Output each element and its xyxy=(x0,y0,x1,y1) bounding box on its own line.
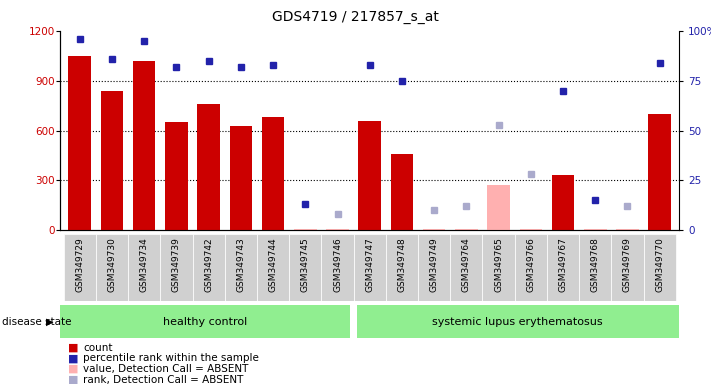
Bar xyxy=(326,229,349,230)
Bar xyxy=(648,114,671,230)
Text: rank, Detection Call = ABSENT: rank, Detection Call = ABSENT xyxy=(83,375,244,384)
Bar xyxy=(230,126,252,230)
Text: GSM349769: GSM349769 xyxy=(623,238,632,293)
Text: ■: ■ xyxy=(68,364,78,374)
Text: disease state: disease state xyxy=(2,316,72,327)
Text: GSM349743: GSM349743 xyxy=(236,238,245,292)
Text: GSM349730: GSM349730 xyxy=(107,238,117,293)
Text: ■: ■ xyxy=(68,353,78,363)
Bar xyxy=(547,234,579,301)
Text: GSM349739: GSM349739 xyxy=(172,238,181,293)
Text: GSM349767: GSM349767 xyxy=(559,238,567,293)
Text: GSM349766: GSM349766 xyxy=(526,238,535,293)
Bar xyxy=(60,305,351,338)
Text: ▶: ▶ xyxy=(46,316,53,327)
Bar xyxy=(643,234,675,301)
Text: systemic lupus erythematosus: systemic lupus erythematosus xyxy=(432,316,603,327)
Text: healthy control: healthy control xyxy=(164,316,247,327)
Text: value, Detection Call = ABSENT: value, Detection Call = ABSENT xyxy=(83,364,249,374)
Bar xyxy=(96,234,128,301)
Bar xyxy=(584,229,606,230)
Bar xyxy=(487,185,510,230)
Text: GSM349747: GSM349747 xyxy=(365,238,374,292)
Bar xyxy=(262,117,284,230)
Bar xyxy=(450,234,483,301)
Text: GDS4719 / 217857_s_at: GDS4719 / 217857_s_at xyxy=(272,10,439,23)
Bar xyxy=(423,229,445,230)
Text: GSM349729: GSM349729 xyxy=(75,238,85,292)
Bar xyxy=(165,122,188,230)
Bar xyxy=(193,234,225,301)
Bar xyxy=(64,234,96,301)
Text: count: count xyxy=(83,343,112,353)
Text: ■: ■ xyxy=(68,375,78,384)
Bar xyxy=(611,234,643,301)
Text: GSM349770: GSM349770 xyxy=(655,238,664,293)
Text: GSM349746: GSM349746 xyxy=(333,238,342,292)
Bar xyxy=(418,234,450,301)
Bar xyxy=(390,154,413,230)
Bar xyxy=(321,234,353,301)
Bar xyxy=(128,234,160,301)
Text: GSM349734: GSM349734 xyxy=(139,238,149,292)
Text: GSM349765: GSM349765 xyxy=(494,238,503,293)
Bar xyxy=(294,229,316,230)
Text: GSM349745: GSM349745 xyxy=(301,238,310,292)
Text: percentile rank within the sample: percentile rank within the sample xyxy=(83,353,259,363)
Bar xyxy=(68,56,91,230)
Text: GSM349768: GSM349768 xyxy=(591,238,600,293)
Text: ■: ■ xyxy=(68,343,78,353)
Bar xyxy=(520,229,542,230)
Bar xyxy=(160,234,193,301)
Bar xyxy=(101,91,123,230)
Text: GSM349744: GSM349744 xyxy=(269,238,277,292)
Text: GSM349764: GSM349764 xyxy=(462,238,471,292)
Bar xyxy=(353,234,386,301)
Text: GSM349742: GSM349742 xyxy=(204,238,213,292)
Bar xyxy=(358,121,381,230)
Bar xyxy=(257,234,289,301)
Text: GSM349748: GSM349748 xyxy=(397,238,407,292)
Bar xyxy=(198,104,220,230)
Text: GSM349749: GSM349749 xyxy=(429,238,439,292)
Bar xyxy=(289,234,321,301)
Bar xyxy=(356,305,679,338)
Bar xyxy=(483,234,515,301)
Bar xyxy=(616,229,638,230)
Bar xyxy=(225,234,257,301)
Bar xyxy=(455,229,478,230)
Bar xyxy=(386,234,418,301)
Bar xyxy=(552,175,574,230)
Bar xyxy=(133,61,156,230)
Bar xyxy=(515,234,547,301)
Bar xyxy=(579,234,611,301)
